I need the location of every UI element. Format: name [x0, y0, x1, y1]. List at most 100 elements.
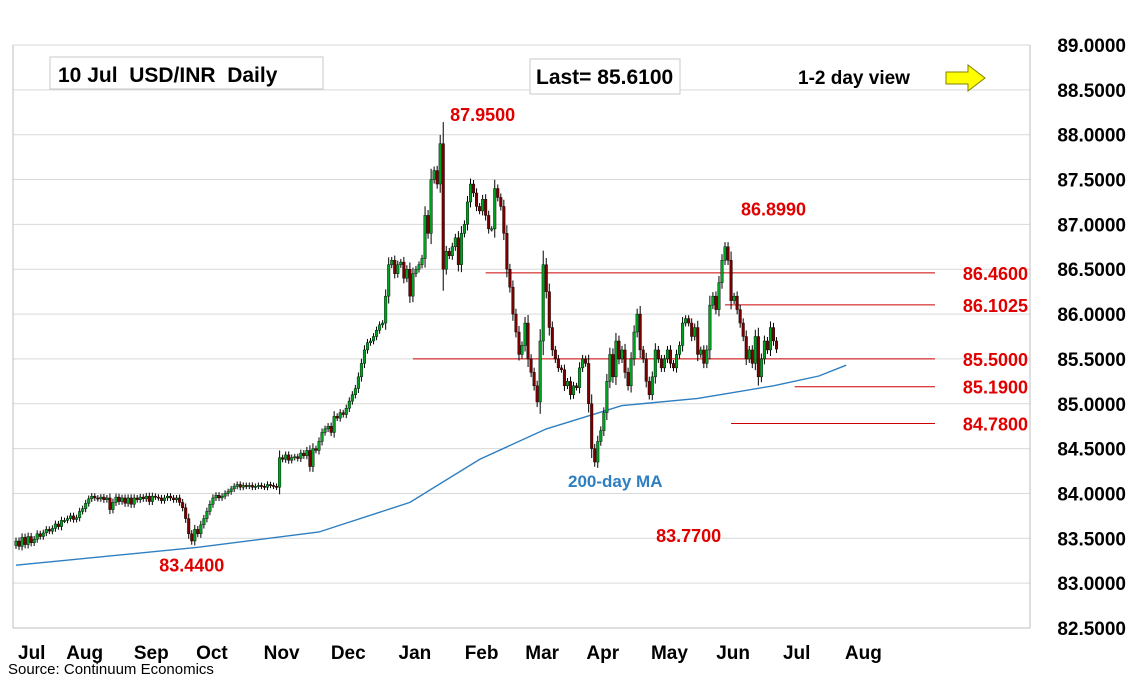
candle-body — [317, 441, 321, 451]
level-label: 86.1025 — [963, 296, 1028, 316]
candle-body — [365, 342, 369, 351]
candle-body — [172, 497, 176, 500]
candle-body — [378, 324, 382, 331]
candle-body — [135, 497, 139, 500]
last-price: Last= 85.6100 — [536, 66, 673, 89]
candle-body — [487, 215, 491, 230]
candle-body — [84, 503, 88, 509]
candle-body — [408, 269, 412, 297]
candle-body — [99, 496, 103, 500]
candle-body — [75, 517, 79, 520]
candle-body — [29, 536, 33, 543]
candle-body — [623, 349, 627, 373]
candle-body — [687, 318, 691, 324]
candle-body — [605, 381, 609, 413]
level-label: 83.7700 — [656, 526, 721, 546]
candle-body — [635, 313, 639, 333]
candle-body — [56, 523, 60, 527]
candle-body — [190, 533, 194, 542]
candle-body — [120, 497, 124, 502]
candle-body — [526, 322, 530, 360]
candle-body — [90, 495, 94, 500]
candle-body — [469, 183, 473, 203]
candle-body — [620, 349, 624, 360]
candle-body — [765, 340, 769, 351]
candle-body — [175, 497, 179, 500]
candle-body — [759, 358, 763, 378]
candle-body — [302, 452, 306, 456]
x-tick-label: Jun — [716, 643, 750, 664]
candle-body — [405, 269, 409, 279]
candle-body — [411, 273, 415, 297]
candle-body — [550, 327, 554, 351]
candle-body — [668, 349, 672, 364]
candle-body — [290, 457, 294, 461]
candle-body — [44, 529, 48, 534]
candle-body — [362, 349, 366, 364]
candle-body — [211, 497, 215, 505]
candle-body — [356, 376, 360, 389]
candle-body — [650, 376, 654, 396]
candle-body — [705, 349, 709, 364]
candle-body — [726, 246, 730, 261]
level-label: 86.4600 — [963, 264, 1028, 284]
candle-body — [20, 537, 24, 547]
candle-body — [478, 206, 482, 212]
x-tick-label: Aug — [845, 643, 882, 664]
candle-body — [256, 485, 260, 487]
candle-body — [132, 497, 136, 505]
candle-body — [614, 340, 618, 378]
candle-body — [156, 496, 160, 499]
candle-body — [747, 349, 751, 360]
candle-body — [53, 523, 57, 529]
candle-body — [729, 260, 733, 301]
candle-body — [123, 497, 127, 504]
candle-body — [699, 349, 703, 355]
candle-body — [575, 385, 579, 388]
y-tick-label: 87.5000 — [1057, 171, 1126, 192]
candle-body — [335, 416, 339, 419]
candle-body — [229, 488, 233, 492]
candle-body — [499, 197, 503, 207]
x-tick-label: Jan — [399, 643, 432, 664]
candle-body — [117, 496, 121, 502]
candle-body — [596, 441, 600, 463]
candle-body — [538, 340, 542, 403]
candle-body — [484, 199, 488, 216]
candle-body — [735, 295, 739, 310]
candle-body — [672, 363, 676, 369]
candle-body — [259, 485, 263, 487]
candle-body — [541, 264, 545, 342]
candle-body — [493, 188, 497, 230]
candle-body — [59, 520, 63, 527]
candle-body — [593, 448, 597, 463]
candle-body — [514, 313, 518, 333]
y-axis-tick-labels: 89.0000 88.5000 88.0000 87.5000 87.0000 86.50… — [1057, 36, 1126, 640]
y-tick-label: 83.5000 — [1057, 529, 1126, 550]
y-tick-label: 83.0000 — [1057, 574, 1126, 595]
candle-body — [338, 412, 342, 419]
x-tick-label: Mar — [525, 643, 559, 664]
candle-body — [520, 345, 524, 355]
candle-body — [299, 452, 303, 459]
x-tick-label: Dec — [331, 643, 366, 664]
candle-body — [226, 491, 230, 494]
candle-body — [750, 349, 754, 364]
candle-body — [559, 367, 563, 370]
candle-body — [144, 495, 148, 500]
candle-body — [690, 322, 694, 337]
candle-body — [717, 282, 721, 310]
candle-body — [393, 260, 397, 274]
candle-body — [565, 381, 569, 387]
candle-body — [308, 450, 312, 467]
candle-body — [235, 484, 239, 487]
candle-body — [420, 258, 424, 265]
y-tick-label: 88.5000 — [1057, 81, 1126, 102]
candle-body — [105, 497, 109, 500]
candle-body — [472, 183, 476, 194]
candle-body — [626, 372, 630, 387]
candle-body — [108, 497, 112, 510]
y-tick-label: 84.0000 — [1057, 484, 1126, 505]
candle-body — [311, 448, 315, 467]
candle-body — [572, 385, 576, 396]
